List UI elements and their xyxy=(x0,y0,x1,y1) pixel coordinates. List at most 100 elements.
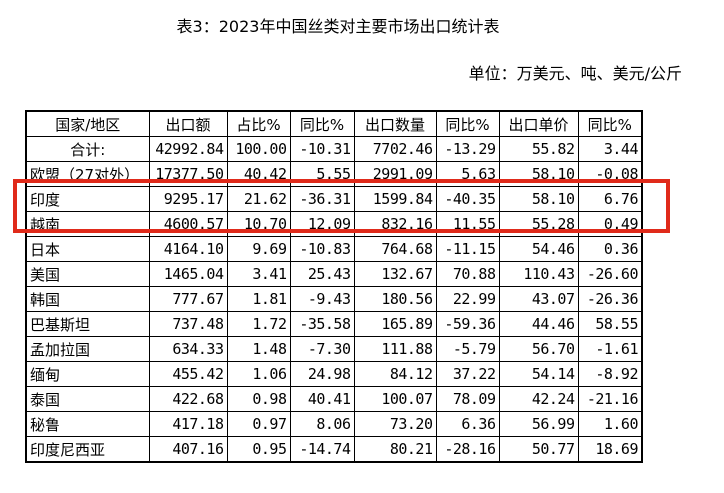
cell-country: 缅甸 xyxy=(25,361,150,387)
table-header-row: 国家/地区 出口额 占比% 同比% 出口数量 同比% 出口单价 同比% xyxy=(25,110,643,137)
cell-value: 455.42 xyxy=(148,361,228,387)
table-row-highlighted: 越南 4600.57 10.70 12.09 832.16 11.55 55.28 0.49 xyxy=(25,211,643,237)
cell-value: 1.72 xyxy=(226,311,291,337)
cell-value: 70.88 xyxy=(435,261,500,287)
cell-value: 84.12 xyxy=(353,361,437,387)
cell-value: 40.41 xyxy=(289,386,355,412)
cell-value: 0.49 xyxy=(577,211,643,237)
cell-value: 6.36 xyxy=(435,411,500,437)
header-cell: 出口单价 xyxy=(498,110,579,137)
cell-value: 4600.57 xyxy=(148,211,228,237)
cell-value: -36.31 xyxy=(289,186,355,212)
cell-value: -40.35 xyxy=(435,186,500,212)
cell-value: 1.60 xyxy=(577,411,643,437)
cell-value: 737.48 xyxy=(148,311,228,337)
cell-value: 40.42 xyxy=(226,161,291,187)
table-row: 韩国 777.67 1.81 -9.43 180.56 22.99 43.07 -26.36 xyxy=(25,286,643,312)
cell-value: 110.43 xyxy=(498,261,579,287)
cell-value: 37.22 xyxy=(435,361,500,387)
table-row: 印度尼西亚 407.16 0.95 -14.74 80.21 -28.16 50.77 18.… xyxy=(25,436,643,463)
table-row: 泰国 422.68 0.98 40.41 100.07 78.09 42.24 -21.16 xyxy=(25,386,643,412)
table-row-highlighted: 印度 9295.17 21.62 -36.31 1599.84 -40.35 58.10 6.… xyxy=(25,186,643,212)
cell-country: 日本 xyxy=(25,236,150,262)
cell-value: 100.00 xyxy=(226,136,291,162)
cell-value: 407.16 xyxy=(148,436,228,463)
cell-value: -28.16 xyxy=(435,436,500,463)
cell-value: 54.14 xyxy=(498,361,579,387)
cell-value: 1.48 xyxy=(226,336,291,362)
cell-value: 832.16 xyxy=(353,211,437,237)
page-title: 表3：2023年中国丝类对主要市场出口统计表 xyxy=(176,17,500,36)
cell-value: -59.36 xyxy=(435,311,500,337)
cell-value: 50.77 xyxy=(498,436,579,463)
cell-value: 58.10 xyxy=(498,161,579,187)
header-cell: 同比% xyxy=(289,110,355,137)
cell-value: -13.29 xyxy=(435,136,500,162)
cell-value: 777.67 xyxy=(148,286,228,312)
cell-value: 80.21 xyxy=(353,436,437,463)
cell-value: 24.98 xyxy=(289,361,355,387)
header-cell: 同比% xyxy=(577,110,643,137)
cell-value: 78.09 xyxy=(435,386,500,412)
cell-value: -10.31 xyxy=(289,136,355,162)
cell-value: 25.43 xyxy=(289,261,355,287)
cell-value: 0.36 xyxy=(577,236,643,262)
cell-country: 秘鲁 xyxy=(25,411,150,437)
cell-value: 422.68 xyxy=(148,386,228,412)
cell-value: -26.60 xyxy=(577,261,643,287)
cell-value: -14.74 xyxy=(289,436,355,463)
cell-value: 9.69 xyxy=(226,236,291,262)
cell-value: 22.99 xyxy=(435,286,500,312)
cell-value: 165.89 xyxy=(353,311,437,337)
header-cell: 占比% xyxy=(226,110,291,137)
table-row: 日本 4164.10 9.69 -10.83 764.68 -11.15 54.46 0.36 xyxy=(25,236,643,262)
cell-value: 180.56 xyxy=(353,286,437,312)
cell-value: 5.55 xyxy=(289,161,355,187)
cell-value: 12.09 xyxy=(289,211,355,237)
cell-value: 1465.04 xyxy=(148,261,228,287)
cell-value: 55.28 xyxy=(498,211,579,237)
cell-country: 印度 xyxy=(25,186,150,212)
cell-value: 0.98 xyxy=(226,386,291,412)
cell-country: 韩国 xyxy=(25,286,150,312)
cell-value: 4164.10 xyxy=(148,236,228,262)
cell-value: 17377.50 xyxy=(148,161,228,187)
unit-note: 单位：万美元、吨、美元/公斤 xyxy=(468,64,682,83)
cell-value: 0.95 xyxy=(226,436,291,463)
cell-value: 58.10 xyxy=(498,186,579,212)
cell-value: 132.67 xyxy=(353,261,437,287)
cell-country: 越南 xyxy=(25,211,150,237)
cell-value: 0.97 xyxy=(226,411,291,437)
cell-value: 56.99 xyxy=(498,411,579,437)
cell-value: 1599.84 xyxy=(353,186,437,212)
cell-value: 11.55 xyxy=(435,211,500,237)
cell-value: 417.18 xyxy=(148,411,228,437)
table-row: 秘鲁 417.18 0.97 8.06 73.20 6.36 56.99 1.60 xyxy=(25,411,643,437)
cell-country: 孟加拉国 xyxy=(25,336,150,362)
cell-value: 18.69 xyxy=(577,436,643,463)
cell-value: 44.46 xyxy=(498,311,579,337)
cell-value: -35.58 xyxy=(289,311,355,337)
header-cell: 出口数量 xyxy=(353,110,437,137)
cell-value: 634.33 xyxy=(148,336,228,362)
cell-value: -21.16 xyxy=(577,386,643,412)
table-row: 美国 1465.04 3.41 25.43 132.67 70.88 110.43 -26.6… xyxy=(25,261,643,287)
cell-value: 10.70 xyxy=(226,211,291,237)
cell-country: 巴基斯坦 xyxy=(25,311,150,337)
cell-value: 9295.17 xyxy=(148,186,228,212)
cell-value: 56.70 xyxy=(498,336,579,362)
table-row: 巴基斯坦 737.48 1.72 -35.58 165.89 -59.36 44.46 58.… xyxy=(25,311,643,337)
cell-value: 1.81 xyxy=(226,286,291,312)
cell-value: -10.83 xyxy=(289,236,355,262)
cell-value: 100.07 xyxy=(353,386,437,412)
cell-country: 欧盟（27对外） xyxy=(25,161,150,187)
cell-value: 55.82 xyxy=(498,136,579,162)
cell-value: -11.15 xyxy=(435,236,500,262)
cell-country: 泰国 xyxy=(25,386,150,412)
cell-value: 54.46 xyxy=(498,236,579,262)
cell-value: -1.61 xyxy=(577,336,643,362)
cell-value: 42.24 xyxy=(498,386,579,412)
table-row: 欧盟（27对外） 17377.50 40.42 5.55 2991.09 5.63 58.1… xyxy=(25,161,643,187)
table-row: 缅甸 455.42 1.06 24.98 84.12 37.22 54.14 -8.92 xyxy=(25,361,643,387)
cell-value: 6.76 xyxy=(577,186,643,212)
